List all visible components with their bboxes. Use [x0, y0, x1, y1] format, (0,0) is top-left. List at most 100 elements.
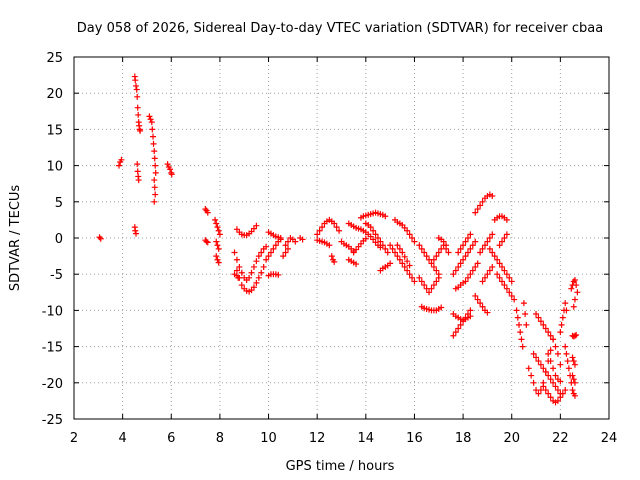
data-point	[151, 155, 158, 162]
data-point	[467, 245, 474, 252]
data-point	[489, 263, 496, 270]
data-point	[503, 216, 510, 223]
data-point	[299, 236, 306, 243]
data-point	[552, 343, 559, 350]
data-point	[547, 358, 554, 365]
data-point	[564, 358, 571, 365]
data-point	[464, 235, 471, 241]
data-point	[164, 161, 171, 168]
data-point	[285, 238, 291, 245]
data-point	[557, 378, 564, 385]
data-point	[573, 332, 580, 339]
data-point	[213, 238, 220, 245]
data-point	[263, 256, 270, 263]
data-point	[214, 242, 221, 249]
data-point	[382, 213, 389, 220]
data-point	[477, 249, 484, 256]
data-point	[571, 332, 578, 339]
data-point	[494, 271, 501, 278]
data-point	[472, 238, 479, 245]
data-point	[133, 86, 140, 93]
data-point	[474, 296, 481, 303]
data-point	[547, 394, 554, 401]
data-point	[552, 372, 559, 379]
data-point	[235, 274, 242, 281]
data-point	[406, 231, 413, 238]
data-point	[260, 263, 267, 270]
data-point	[426, 289, 433, 296]
data-point	[394, 253, 401, 260]
data-point	[477, 202, 484, 209]
data-point	[265, 253, 272, 260]
data-point	[571, 392, 578, 399]
data-point	[435, 249, 442, 256]
data-point	[231, 249, 238, 256]
data-point	[215, 259, 222, 266]
data-point	[440, 238, 447, 245]
data-point	[570, 376, 577, 383]
data-point	[384, 249, 391, 256]
data-point	[132, 77, 139, 84]
data-point	[406, 262, 413, 269]
data-point	[152, 162, 159, 169]
data-point	[484, 238, 491, 245]
y-tick-label: 5	[55, 196, 63, 211]
data-point	[489, 249, 496, 256]
data-point	[571, 276, 578, 283]
data-point	[150, 140, 157, 147]
data-point	[571, 296, 578, 303]
data-point	[464, 249, 471, 256]
data-point	[472, 209, 479, 216]
data-point	[533, 354, 540, 361]
data-point	[216, 231, 223, 238]
data-point	[550, 336, 557, 343]
data-point	[573, 282, 580, 289]
data-point	[401, 253, 408, 260]
data-point	[540, 365, 547, 372]
data-point	[547, 376, 554, 383]
data-point	[537, 318, 544, 325]
y-tick-label: 25	[46, 51, 63, 66]
data-point	[537, 361, 544, 368]
data-point	[460, 256, 467, 263]
data-point	[151, 198, 158, 205]
data-point	[292, 238, 299, 245]
data-point	[472, 263, 479, 270]
data-point	[545, 350, 552, 357]
x-tick-label: 2	[70, 431, 78, 446]
data-point	[530, 379, 537, 386]
data-point	[399, 249, 406, 256]
data-point	[445, 249, 452, 256]
data-point	[479, 278, 486, 285]
data-point	[149, 126, 156, 133]
data-point	[267, 249, 274, 256]
data-point	[474, 206, 481, 213]
y-tick-label: -10	[42, 304, 63, 319]
data-point	[433, 253, 440, 260]
data-point	[558, 321, 565, 328]
data-point	[486, 235, 493, 241]
data-point	[542, 387, 549, 394]
data-point	[506, 274, 513, 281]
x-axis-label: GPS time / hours	[286, 459, 395, 474]
data-point	[316, 227, 323, 234]
y-tick-label: 0	[55, 232, 63, 247]
data-point	[462, 253, 469, 260]
data-point	[404, 258, 411, 265]
data-point	[377, 238, 384, 245]
data-point	[554, 350, 561, 357]
data-point	[513, 307, 520, 314]
data-point	[314, 231, 321, 238]
data-point	[151, 148, 158, 155]
data-point	[494, 256, 501, 263]
data-point	[528, 372, 535, 379]
data-point	[258, 269, 265, 276]
data-point	[233, 267, 240, 274]
data-point	[147, 116, 154, 123]
data-point	[569, 387, 576, 394]
data-point	[236, 263, 243, 270]
data-point	[167, 166, 174, 173]
data-point	[557, 361, 564, 368]
data-point	[374, 235, 381, 241]
